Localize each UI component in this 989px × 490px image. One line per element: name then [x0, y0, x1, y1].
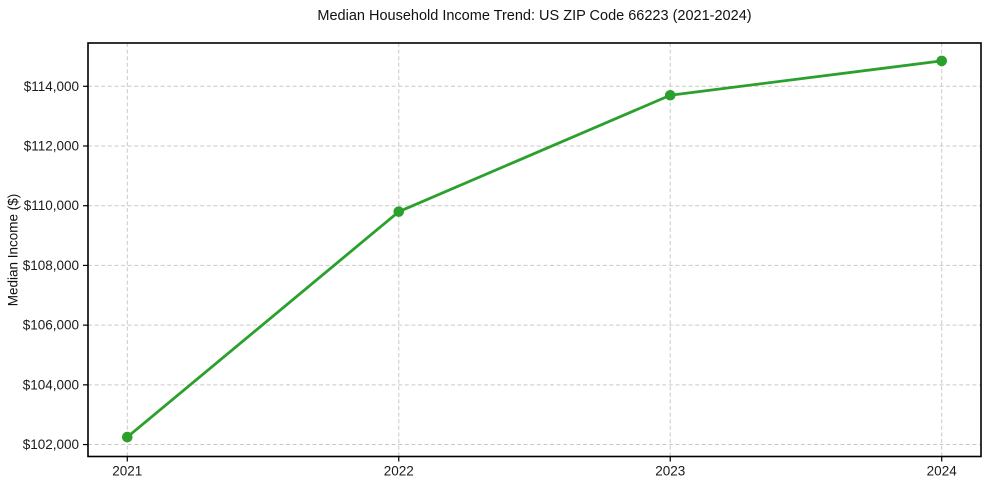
- series-line: [125, 59, 944, 439]
- data-point: [121, 431, 133, 443]
- data-point: [936, 55, 948, 67]
- y-tick-label: $102,000: [23, 437, 79, 452]
- x-tick-label: 2022: [384, 464, 414, 479]
- y-tick-label: $108,000: [23, 258, 79, 273]
- y-tick-label: $114,000: [24, 79, 79, 94]
- y-tick-label: $104,000: [23, 377, 79, 392]
- chart-title: Median Household Income Trend: US ZIP Co…: [317, 8, 752, 24]
- data-point: [393, 206, 405, 217]
- x-tick-label: 2024: [927, 464, 958, 479]
- y-tick-label: $112,000: [24, 139, 79, 154]
- x-tick-label: 2021: [112, 464, 142, 479]
- y-tick-label: $110,000: [24, 198, 79, 213]
- y-tick-label: $106,000: [23, 318, 79, 333]
- x-tick-label: 2023: [655, 464, 685, 479]
- data-point: [664, 89, 676, 101]
- plot-border: [87, 42, 982, 458]
